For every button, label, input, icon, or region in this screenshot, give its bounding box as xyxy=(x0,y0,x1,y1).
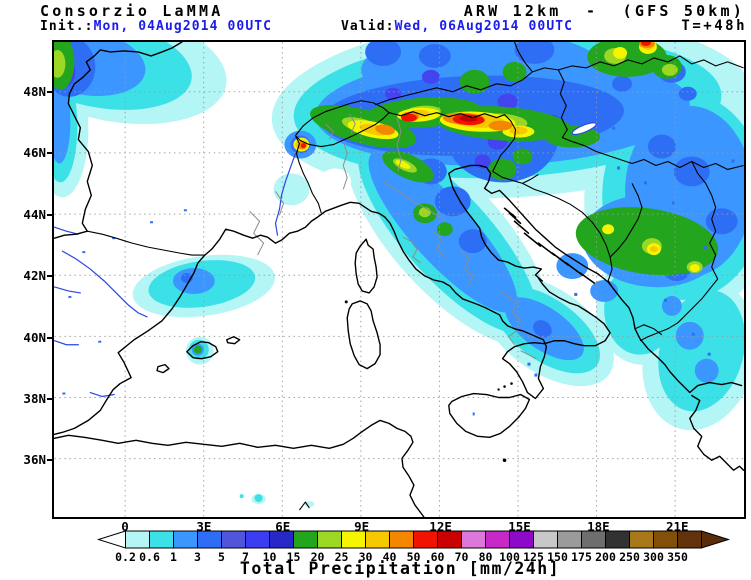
colorbar-cell xyxy=(557,530,582,549)
lon-label: 12E xyxy=(429,519,452,534)
adriatic-islands xyxy=(503,207,595,284)
colorbar-cell xyxy=(125,530,150,549)
colorbar-tick-label: 1 xyxy=(170,550,177,564)
lat-label: 44N xyxy=(23,206,46,222)
lat-label: 46N xyxy=(23,145,46,161)
colorbar-tick-label: 250 xyxy=(619,550,640,564)
colorbar-cell xyxy=(461,530,486,549)
colorbar-cell xyxy=(605,530,630,549)
colorbar-tick-label: 60 xyxy=(430,550,445,564)
national-borders xyxy=(87,41,744,511)
colorbar-tick-label: 300 xyxy=(643,550,664,564)
colorbar xyxy=(96,530,731,549)
colorbar-cell xyxy=(197,530,222,549)
colorbar-tick-label: 7 xyxy=(242,550,249,564)
colorbar-tick-label: 125 xyxy=(523,550,544,564)
init-line: Init.:Mon, 04Aug2014 00UTC xyxy=(40,19,272,34)
colorbar-cell xyxy=(389,530,414,549)
lat-tick xyxy=(47,275,53,278)
colorbar-tick-label: 0.2 xyxy=(115,550,136,564)
lon-label: 21E xyxy=(666,519,689,534)
colorbar-tick-label: 80 xyxy=(478,550,493,564)
colorbar-cell xyxy=(629,530,654,549)
colorbar-tick-label: 100 xyxy=(499,550,520,564)
lat-label: 40N xyxy=(23,329,46,345)
valid-label: Valid: xyxy=(341,19,395,34)
colorbar-cell xyxy=(485,530,510,549)
lon-label: 3E xyxy=(196,519,212,534)
colorbar-cell xyxy=(653,530,678,549)
colorbar-tick-label: 25 xyxy=(334,550,349,564)
lat-tick xyxy=(47,152,53,155)
colorbar-tick-label: 40 xyxy=(382,550,397,564)
colorbar-caption: Total Precipitation [mm/24h] xyxy=(239,559,561,578)
colorbar-cell xyxy=(317,530,342,549)
lat-tick xyxy=(47,91,53,93)
init-value: Mon, 04Aug2014 00UTC xyxy=(93,19,273,34)
lat-label: 38N xyxy=(23,391,46,406)
lon-label: 18E xyxy=(587,519,610,534)
colorbar-tick-label: 150 xyxy=(547,550,568,564)
model-title: ARW 12km - (GFS 50km) xyxy=(463,2,745,20)
colorbar-cell xyxy=(413,530,438,549)
lon-label: 6E xyxy=(275,519,291,534)
colorbar-cell xyxy=(149,530,174,549)
colorbar-tick-label: 175 xyxy=(571,550,592,564)
lat-tick xyxy=(47,213,53,216)
colorbar-tick-label: 70 xyxy=(454,550,469,564)
colorbar-tick-label: 350 xyxy=(667,550,688,564)
colorbar-cell xyxy=(221,530,246,549)
colorbar-cell xyxy=(341,530,366,549)
colorbar-cell xyxy=(173,530,198,549)
colorbar-cell xyxy=(509,530,534,549)
lat-label: 42N xyxy=(23,268,46,284)
colorbar-tick-label: 20 xyxy=(310,550,325,564)
colorbar-tick-label: 0.6 xyxy=(139,550,160,564)
colorbar-cell xyxy=(437,530,462,549)
init-label: Init.: xyxy=(40,19,94,34)
small-islands xyxy=(344,300,513,463)
colorbar-right-arrow xyxy=(701,530,731,549)
colorbar-cell xyxy=(677,530,702,549)
regional-borders xyxy=(249,113,537,360)
colorbar-tick-label: 30 xyxy=(358,550,373,564)
lat-tick xyxy=(47,336,53,339)
colorbar-left-arrow xyxy=(96,530,126,549)
colorbar-tick-label: 200 xyxy=(595,550,616,564)
colorbar-tick-label: 5 xyxy=(218,550,225,564)
lat-label: 48N xyxy=(23,84,46,99)
colorbar-cell xyxy=(245,530,270,549)
colorbar-tick-label: 50 xyxy=(406,550,421,564)
lon-label: 9E xyxy=(354,519,370,534)
colorbar-cell xyxy=(581,530,606,549)
map-canvas xyxy=(5,7,751,518)
valid-value: Wed, 06Aug2014 00UTC xyxy=(394,19,574,34)
lat-label: 36N xyxy=(23,452,46,468)
colorbar-cell xyxy=(269,530,294,549)
colorbar-cell xyxy=(365,530,390,549)
valid-line: Valid:Wed, 06Aug2014 00UTC xyxy=(341,19,573,34)
lon-label: 15E xyxy=(508,519,531,534)
map-frame xyxy=(5,7,751,519)
rivers xyxy=(53,122,597,398)
colorbar-tick-label: 10 xyxy=(262,550,277,564)
colorbar-tick-label: 3 xyxy=(194,550,201,564)
lon-label: 0 xyxy=(121,519,129,534)
brand-title: Consorzio LaMMA xyxy=(40,2,224,20)
lead-time: T=+48h xyxy=(681,18,747,34)
precip-speckles xyxy=(62,126,735,416)
lat-tick xyxy=(47,398,53,400)
colorbar-cell xyxy=(293,530,318,549)
colorbar-tick-label: 15 xyxy=(286,550,301,564)
lat-tick xyxy=(47,459,53,462)
coastlines xyxy=(53,41,745,518)
colorbar-cell xyxy=(533,530,558,549)
